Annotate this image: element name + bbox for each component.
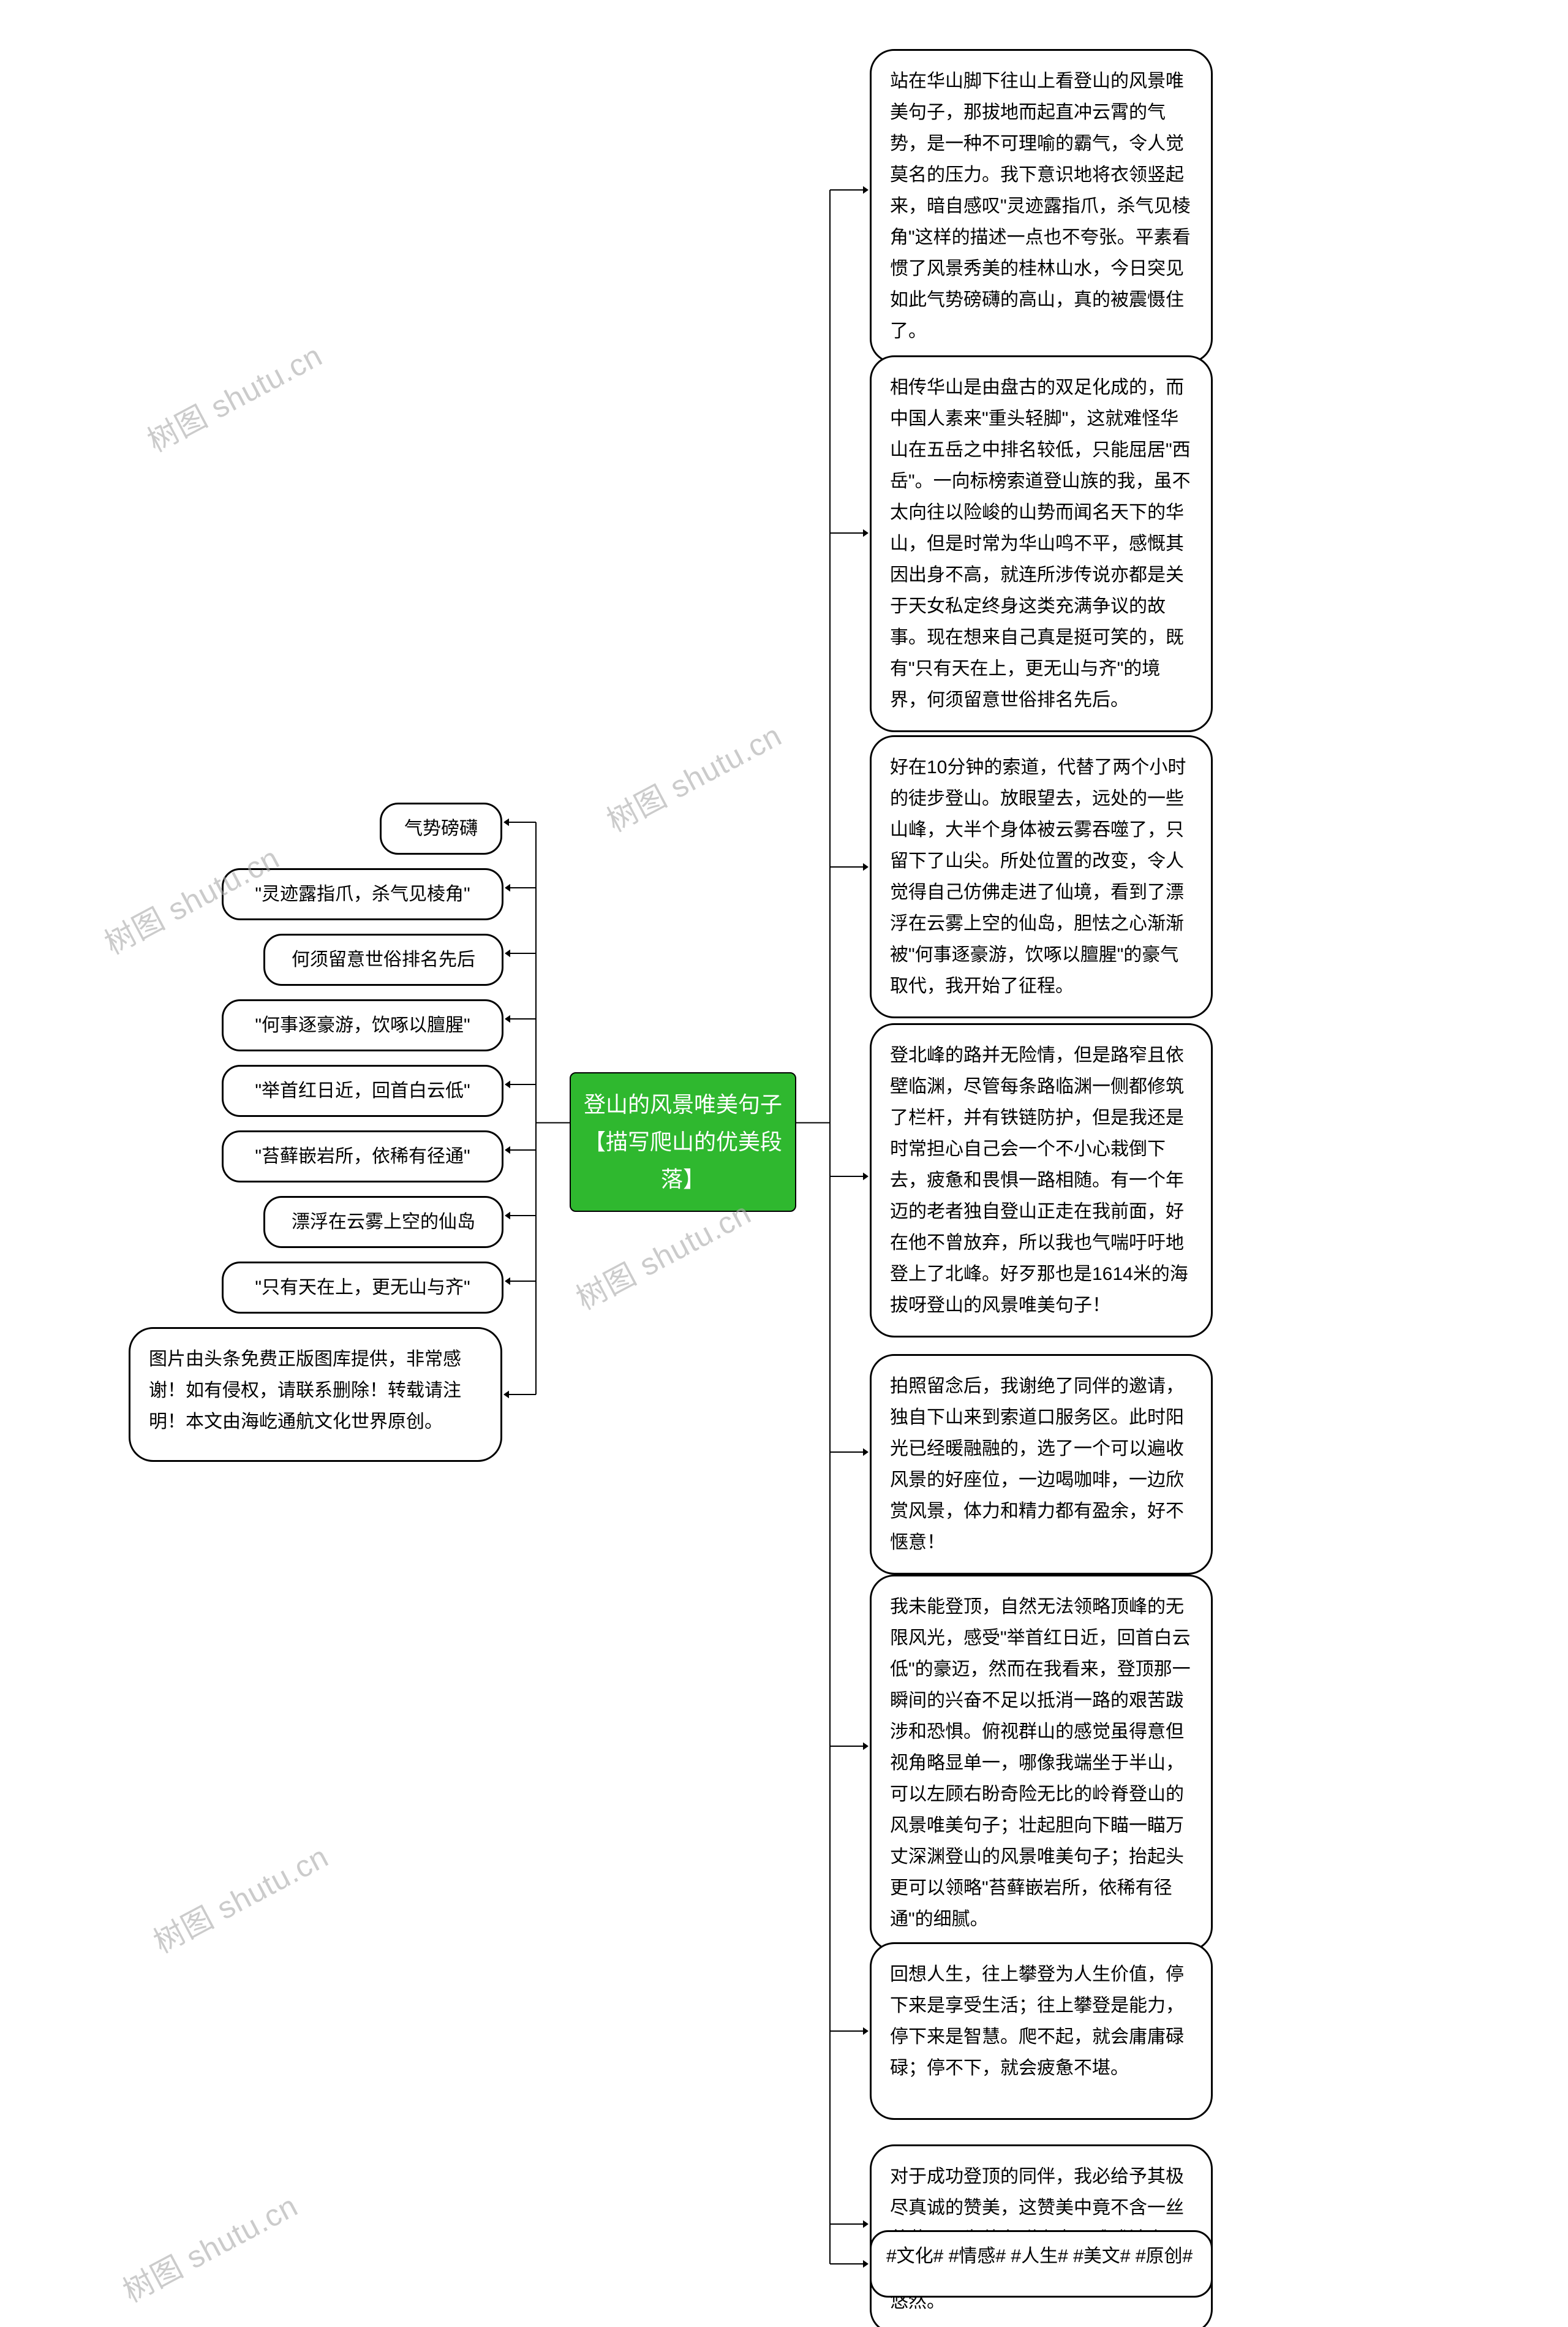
root-node: 登山的风景唯美句子【描写爬山的优美段落】 xyxy=(570,1072,796,1212)
connector-arrow xyxy=(863,529,869,537)
right-node-6: 回想人生，往上攀登为人生价值，停下来是享受生活；往上攀登是能力，停下来是智慧。爬… xyxy=(870,1942,1213,2120)
left-node-7: "只有天在上，更无山与齐" xyxy=(222,1262,503,1314)
right-node-3: 登北峰的路并无险情，但是路窄且依壁临渊，尽管每条路临渊一侧都修筑了栏杆，并有铁链… xyxy=(870,1023,1213,1338)
connector-arrow xyxy=(863,186,869,194)
connector-arrow xyxy=(863,2260,869,2268)
connector-arrow xyxy=(505,950,510,958)
right-node-2: 好在10分钟的索道，代替了两个小时的徒步登山。放眼望去，远处的一些山峰，大半个身… xyxy=(870,735,1213,1018)
connector-arrow xyxy=(505,884,510,892)
connector-arrow xyxy=(863,2027,869,2035)
connector-arrow xyxy=(863,2220,869,2228)
connector-arrow xyxy=(505,1212,510,1220)
right-node-1: 相传华山是由盘古的双足化成的，而中国人素来"重头轻脚"，这就难怪华山在五岳之中排… xyxy=(870,355,1213,732)
left-node-6: 漂浮在云雾上空的仙岛 xyxy=(263,1196,503,1248)
connector-arrow xyxy=(863,1448,869,1456)
connector-arrow xyxy=(503,1391,509,1399)
left-node-4: "举首红日近，回首白云低" xyxy=(222,1065,503,1117)
connector-arrow xyxy=(505,1081,510,1089)
right-node-4: 拍照留念后，我谢绝了同伴的邀请，独自下山来到索道口服务区。此时阳光已经暖融融的，… xyxy=(870,1354,1213,1575)
left-node-8: 图片由头条免费正版图库提供，非常感谢！如有侵权，请联系删除！转载请注明！本文由海… xyxy=(129,1327,502,1462)
connector-arrow xyxy=(863,1173,869,1181)
right-node-0: 站在华山脚下往山上看登山的风景唯美句子，那拔地而起直冲云霄的气势，是一种不可理喻… xyxy=(870,49,1213,363)
connector-arrow xyxy=(505,1146,510,1154)
right-node-5: 我未能登顶，自然无法领略顶峰的无限风光，感受"举首红日近，回首白云低"的豪迈，然… xyxy=(870,1575,1213,1951)
left-node-1: "灵迹露指爪，杀气见棱角" xyxy=(222,868,503,920)
connector-arrow xyxy=(505,1015,510,1023)
right-node-8: #文化# #情感# #人生# #美文# #原创# xyxy=(870,2230,1213,2298)
connector-arrow xyxy=(505,1277,510,1285)
left-node-3: "何事逐豪游，饮啄以膻腥" xyxy=(222,999,503,1051)
connector-arrow xyxy=(863,863,869,871)
connector-arrow xyxy=(503,819,509,827)
connector-arrow xyxy=(863,1742,869,1750)
left-node-5: "苔藓嵌岩所，依稀有径通" xyxy=(222,1130,503,1182)
left-node-0: 气势磅礴 xyxy=(380,803,502,855)
left-node-2: 何须留意世俗排名先后 xyxy=(263,934,503,986)
